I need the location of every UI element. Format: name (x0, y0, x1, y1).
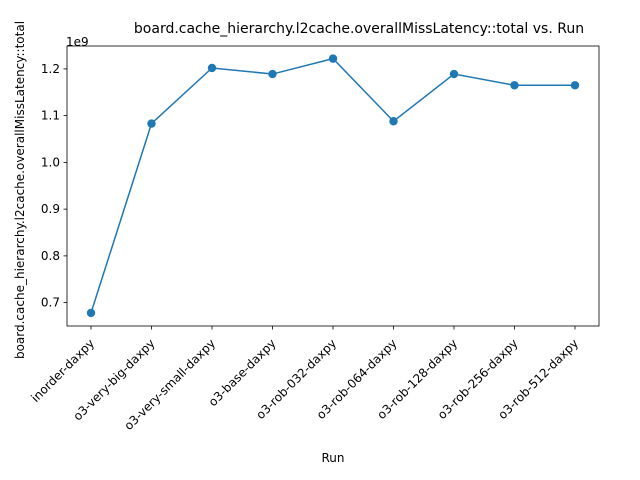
data-point (570, 81, 580, 90)
x-tick-label: inorder-daxpy (28, 336, 97, 405)
y-axis-label: board.cache_hierarchy.l2cache.overallMis… (13, 21, 27, 359)
axes-frame (66, 45, 600, 327)
y-tick-label: 1.0 (41, 155, 60, 169)
y-tick-label: 1.1 (41, 109, 60, 123)
data-point (268, 69, 277, 79)
y-tick-label: 0.9 (41, 202, 60, 216)
data-point (510, 81, 519, 90)
x-axis-label: Run (321, 451, 344, 465)
y-tick-label: 0.7 (41, 296, 60, 310)
data-point (86, 308, 96, 318)
data-point (147, 119, 156, 128)
data-point (389, 117, 398, 126)
y-offset-label: 1e9 (66, 35, 89, 49)
chart-title: board.cache_hierarchy.l2cache.overallMis… (134, 21, 584, 37)
y-tick-label: 1.2 (41, 62, 60, 76)
data-point (328, 54, 338, 63)
series-line (90, 57, 575, 314)
plot-area: 0.70.80.91.01.11.2inorder-daxpyo3-very-b… (28, 45, 600, 433)
y-tick-label: 0.8 (41, 249, 60, 263)
data-point (449, 69, 459, 79)
data-point (207, 63, 217, 73)
